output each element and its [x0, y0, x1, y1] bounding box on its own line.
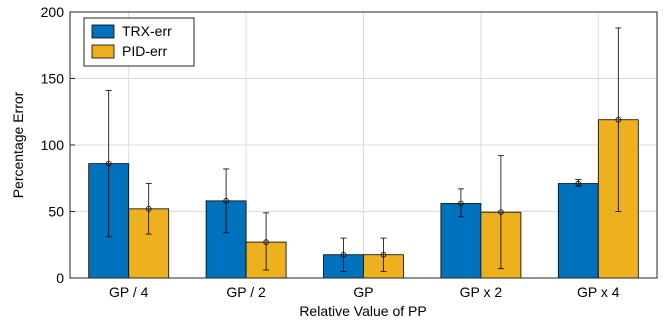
legend-swatch-pid — [91, 44, 115, 59]
x-axis: GP / 4 GP / 2 GP GP x 2 GP x 4 — [109, 273, 620, 300]
mean-marker — [458, 200, 464, 207]
mean-marker — [145, 206, 152, 212]
error-bars — [105, 27, 622, 272]
x-tick-label: GP x 4 — [577, 284, 620, 300]
y-axis-label: Percentage Error — [10, 91, 26, 198]
bar-trx-err-4 — [557, 183, 599, 279]
x-tick-label: GP — [353, 284, 373, 300]
mean-marker — [340, 251, 347, 258]
mean-marker — [615, 116, 622, 123]
y-tick-label: 100 — [41, 137, 65, 153]
legend-label-trx: TRX-err — [122, 23, 172, 39]
y-tick-label: 0 — [56, 270, 64, 286]
mean-marker — [380, 251, 387, 258]
mean-marker — [223, 198, 229, 204]
x-tick-label: GP / 2 — [226, 284, 266, 300]
legend-label-pid: PID-err — [122, 43, 167, 59]
legend-swatch-trx — [91, 24, 115, 39]
y-tick-label: 200 — [41, 4, 65, 20]
x-tick-label: GP x 2 — [460, 284, 503, 300]
y-axis: 0 50 100 150 200 — [41, 4, 75, 286]
legend: TRX-err PID-err — [83, 17, 195, 67]
x-tick-label: GP / 4 — [109, 284, 149, 300]
y-tick-label: 50 — [48, 204, 64, 220]
x-axis-label: Relative Value of PP — [299, 303, 426, 319]
mean-marker — [498, 209, 504, 215]
mean-marker — [263, 239, 269, 245]
mean-marker — [575, 180, 582, 187]
y-tick-label: 150 — [41, 71, 65, 87]
mean-marker — [105, 160, 112, 167]
